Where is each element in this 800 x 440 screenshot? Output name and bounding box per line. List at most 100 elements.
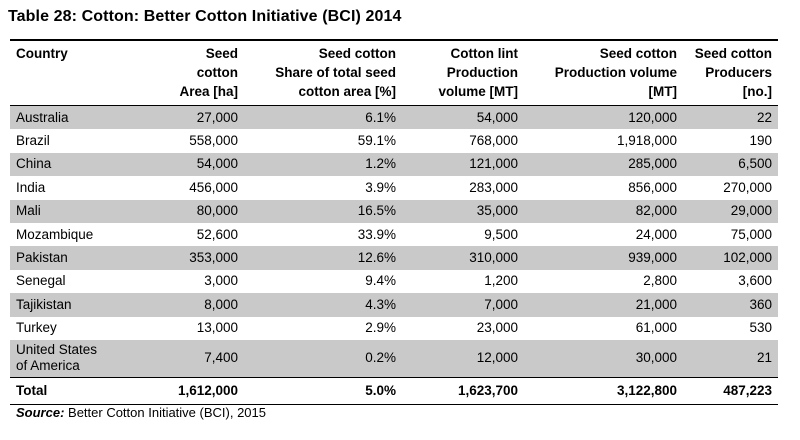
column-header-line: [MT] [648,84,677,99]
column-header-line: Seed cotton [318,46,396,61]
column-header-line: Cotton lint [450,46,518,61]
value-cell: 52,600 [196,226,238,242]
value-cell: 12,000 [402,339,524,378]
value-cell: 54,000 [402,105,524,130]
value-cell: 21 [683,339,778,378]
country-cell: Turkey [16,320,57,336]
value-cell: 33.9% [357,226,396,242]
value-cell: 9.4% [365,273,396,289]
column-header-line: Seed cotton [599,46,677,61]
value-cell: 61,000 [635,320,677,336]
total-value: 5.0% [365,383,396,399]
value-cell: 22 [683,105,778,130]
value-cell: 30,000 [524,339,683,378]
column-header-line: Share of total seed [275,65,396,80]
table-row: Senegal 3,000 9.4% 1,200 2,800 3,600 [10,270,778,293]
column-header-line: Country [16,46,68,61]
value-cell: 121,000 [402,152,524,177]
source-label: Source: [16,405,65,420]
value-cell: 23,000 [476,320,518,336]
value-cell: 24,000 [635,226,677,242]
column-header-line: Seed cotton [694,46,772,61]
table-row: Mali 80,000 16.5% 35,000 82,000 29,000 [10,199,778,223]
country-cell: Mali [10,199,106,223]
value-cell: 2.9% [365,320,396,336]
value-cell: 360 [683,293,778,317]
value-cell: 3.9% [365,179,396,195]
value-cell: 21,000 [524,293,683,317]
value-cell: 102,000 [683,246,778,270]
column-header: Seed cotton Producers [no.] [683,40,778,106]
cotton-table: Country Seed cotton Area [ha] Seed cotton Sha… [10,39,778,405]
value-cell: 310,000 [402,246,524,270]
total-value: 1,612,000 [177,383,238,399]
column-header-line: cotton [196,65,238,80]
value-cell: 1.2% [244,152,402,177]
value-cell: 3,000 [204,273,238,289]
total-row: Total 1,612,000 5.0% 1,623,700 3,122,800 487,… [10,377,778,405]
country-cell: United States of America [10,339,106,378]
value-cell: 8,000 [106,293,244,317]
table-row: India 456,000 3.9% 283,000 856,000 270,000 [10,176,778,199]
table-row: Mozambique 52,600 33.9% 9,500 24,000 75,000 [10,223,778,246]
column-header-line: volume [MT] [438,84,519,99]
value-cell: 6.1% [244,105,402,130]
value-cell: 939,000 [524,246,683,270]
total-label: Total [16,383,48,399]
country-cell: China [10,152,106,177]
value-cell: 353,000 [106,246,244,270]
value-cell: 285,000 [524,152,683,177]
column-header-line: cotton area [%] [298,84,396,99]
value-cell: 27,000 [106,105,244,130]
table-row: United States of America 7,400 0.2% 12,000 3… [10,339,778,378]
column-header-line: Production volume [554,65,677,80]
value-cell: 0.2% [244,339,402,378]
value-cell: 6,500 [683,152,778,177]
table-header: Country Seed cotton Area [ha] Seed cotton Sha… [10,40,778,106]
column-header: Seed cotton Share of total seed cotton are… [244,40,402,106]
table-row: Brazil 558,000 59.1% 768,000 1,918,000 190 [10,129,778,152]
column-header-line: Seed [205,46,238,61]
country-cell: Tajikistan [10,293,106,317]
value-cell: 13,000 [196,320,238,336]
value-cell: 82,000 [524,199,683,223]
total-value: 3,122,800 [616,383,677,399]
column-header: Country [10,40,106,106]
value-cell: 7,000 [402,293,524,317]
country-cell: Mozambique [16,226,94,242]
value-cell: 2,800 [643,273,677,289]
column-header: Seed cotton Area [ha] [106,40,244,106]
value-cell: 558,000 [189,133,238,149]
column-header-line: [no.] [742,84,772,99]
value-cell: 4.3% [244,293,402,317]
country-cell: Pakistan [10,246,106,270]
value-cell: 12.6% [244,246,402,270]
source-note: Source: Better Cotton Initiative (BCI), … [16,405,266,420]
value-cell: 190 [749,133,772,149]
value-cell: 7,400 [106,339,244,378]
value-cell: 768,000 [469,133,518,149]
value-cell: 456,000 [189,179,238,195]
column-header-line: Production [446,65,518,80]
value-cell: 283,000 [469,179,518,195]
column-header: Seed cotton Production volume [MT] [524,40,683,106]
table-body: Australia 27,000 6.1% 54,000 120,000 22 Brazil… [10,105,778,378]
table-footer: Total 1,612,000 5.0% 1,623,700 3,122,800 487,… [10,377,778,405]
column-header: Cotton lint Production volume [MT] [402,40,524,106]
value-cell: 3,600 [738,273,772,289]
value-cell: 120,000 [524,105,683,130]
value-cell: 75,000 [730,226,772,242]
table-row: Turkey 13,000 2.9% 23,000 61,000 530 [10,317,778,340]
column-header-line: Area [ha] [179,84,238,99]
value-cell: 59.1% [357,133,396,149]
value-cell: 29,000 [683,199,778,223]
value-cell: 35,000 [402,199,524,223]
table-row: Australia 27,000 6.1% 54,000 120,000 22 [10,105,778,130]
value-cell: 54,000 [106,152,244,177]
value-cell: 9,500 [484,226,518,242]
value-cell: 1,918,000 [616,133,677,149]
table-title: Table 28: Cotton: Better Cotton Initiati… [8,8,402,25]
value-cell: 530 [749,320,772,336]
table-row: Pakistan 353,000 12.6% 310,000 939,000 102,00… [10,246,778,270]
